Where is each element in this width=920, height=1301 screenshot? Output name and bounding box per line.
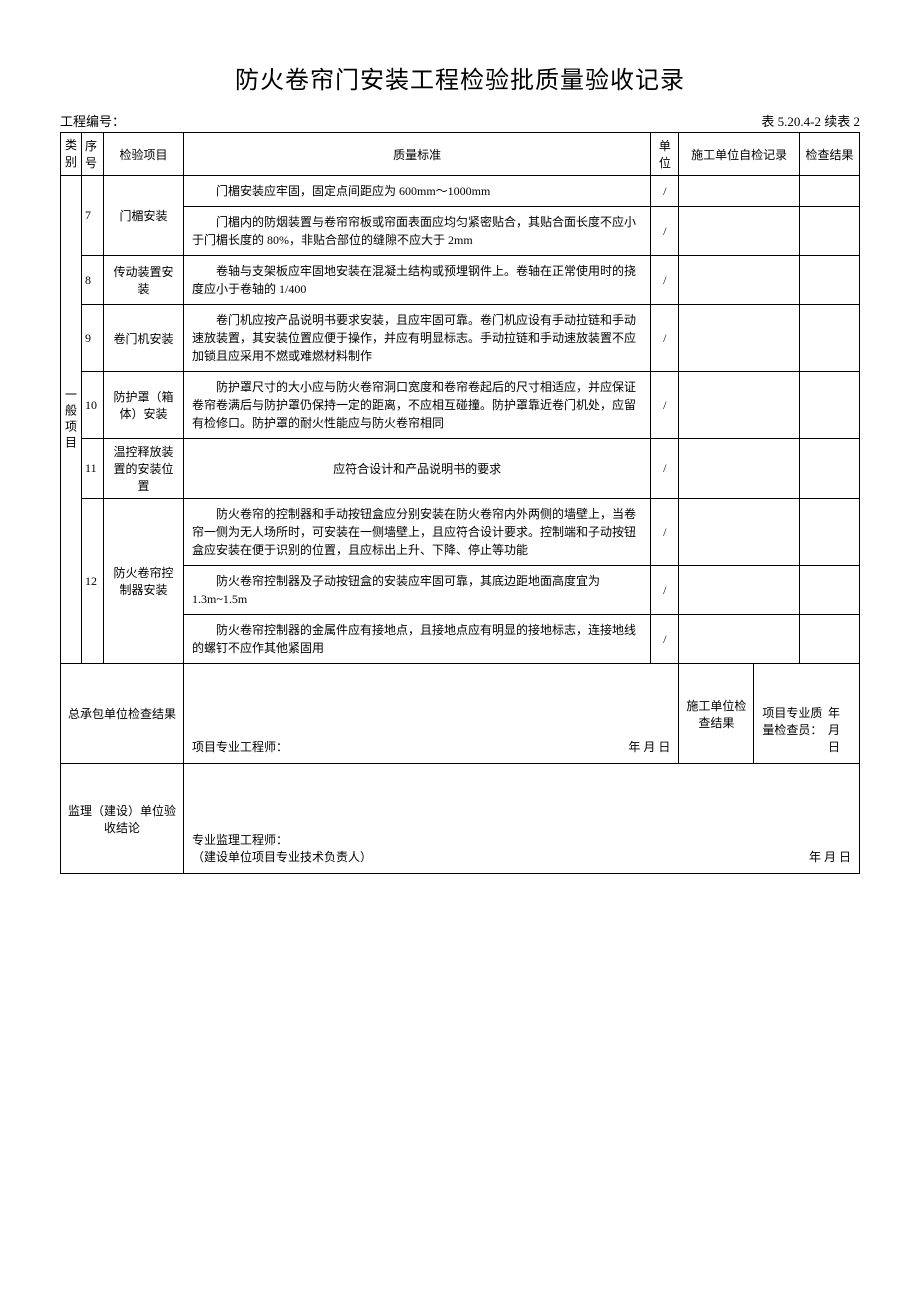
supervision-sig-label2: （建设单位项目专业技术负责人） bbox=[192, 848, 372, 865]
item-cell: 温控释放装置的安装位置 bbox=[104, 439, 184, 499]
table-row: 9 卷门机安装 卷门机应按产品说明书要求安装，且应牢固可靠。卷门机应设有手动拉链… bbox=[61, 305, 860, 372]
result-cell bbox=[800, 256, 860, 305]
standard-cell: 门楣安装应牢固，固定点间距应为 600mm～1000mm bbox=[184, 176, 651, 207]
page-title: 防火卷帘门安装工程检验批质量验收记录 bbox=[60, 60, 860, 95]
result-cell bbox=[800, 439, 860, 499]
item-cell: 防护罩（箱体）安装 bbox=[104, 372, 184, 439]
standard-cell: 防护罩尺寸的大小应与防火卷帘洞口宽度和卷帘卷起后的尺寸相适应，并应保证卷帘卷满后… bbox=[184, 372, 651, 439]
item-cell: 防火卷帘控制器安装 bbox=[104, 499, 184, 664]
category-cell: 一般项目 bbox=[61, 176, 82, 664]
result-cell bbox=[800, 615, 860, 664]
table-header-row: 类别 序号 检验项目 质量标准 单位 施工单位自检记录 检查结果 bbox=[61, 133, 860, 176]
selfcheck-cell bbox=[679, 566, 800, 615]
unit-cell: / bbox=[651, 207, 679, 256]
col-category: 类别 bbox=[61, 133, 82, 176]
item-cell: 传动装置安装 bbox=[104, 256, 184, 305]
seq-cell: 12 bbox=[82, 499, 104, 664]
construction-result-label: 施工单位检查结果 bbox=[679, 664, 754, 764]
table-number-label: 表 5.20.4-2 续表 2 bbox=[761, 111, 860, 130]
selfcheck-cell bbox=[679, 256, 800, 305]
unit-cell: / bbox=[651, 256, 679, 305]
standard-cell: 应符合设计和产品说明书的要求 bbox=[184, 439, 651, 499]
supervision-sig-label: 专业监理工程师： bbox=[192, 831, 851, 848]
seq-cell: 11 bbox=[82, 439, 104, 499]
selfcheck-cell bbox=[679, 176, 800, 207]
standard-cell: 门楣内的防烟装置与卷帘帘板或帘面表面应均匀紧密贴合，其贴合面长度不应小于门楣长度… bbox=[184, 207, 651, 256]
unit-cell: / bbox=[651, 615, 679, 664]
unit-cell: / bbox=[651, 499, 679, 566]
selfcheck-cell bbox=[679, 615, 800, 664]
standard-cell: 卷轴与支架板应牢固地安装在混凝土结构或预埋钢件上。卷轴在正常使用时的挠度应小于卷… bbox=[184, 256, 651, 305]
footer-row-supervision: 监理（建设）单位验收结论 专业监理工程师： （建设单位项目专业技术负责人） 年 … bbox=[61, 764, 860, 874]
col-result: 检查结果 bbox=[800, 133, 860, 176]
contractor-result-label: 总承包单位检查结果 bbox=[61, 664, 184, 764]
result-cell bbox=[800, 566, 860, 615]
standard-cell: 卷门机应按产品说明书要求安装，且应牢固可靠。卷门机应设有手动拉链和手动速放装置，… bbox=[184, 305, 651, 372]
supervision-result-label: 监理（建设）单位验收结论 bbox=[61, 764, 184, 874]
table-row: 11 温控释放装置的安装位置 应符合设计和产品说明书的要求 / bbox=[61, 439, 860, 499]
supervision-sig-cell: 专业监理工程师： （建设单位项目专业技术负责人） 年 月 日 bbox=[184, 764, 860, 874]
result-cell bbox=[800, 305, 860, 372]
item-cell: 卷门机安装 bbox=[104, 305, 184, 372]
table-row: 12 防火卷帘控制器安装 防火卷帘的控制器和手动按钮盒应分别安装在防火卷帘内外两… bbox=[61, 499, 860, 566]
contractor-date: 年 月 日 bbox=[628, 738, 670, 755]
seq-cell: 7 bbox=[82, 176, 104, 256]
inspection-table: 类别 序号 检验项目 质量标准 单位 施工单位自检记录 检查结果 一般项目 7 … bbox=[60, 132, 860, 874]
result-cell bbox=[800, 372, 860, 439]
col-selfcheck: 施工单位自检记录 bbox=[679, 133, 800, 176]
result-cell bbox=[800, 207, 860, 256]
selfcheck-cell bbox=[679, 207, 800, 256]
selfcheck-cell bbox=[679, 305, 800, 372]
seq-cell: 8 bbox=[82, 256, 104, 305]
construction-date: 年 月 日 bbox=[828, 704, 851, 755]
footer-row-contractor: 总承包单位检查结果 项目专业工程师： 年 月 日 施工单位检查结果 项目专业质量… bbox=[61, 664, 860, 764]
contractor-sig-cell: 项目专业工程师： 年 月 日 bbox=[184, 664, 679, 764]
col-item: 检验项目 bbox=[104, 133, 184, 176]
seq-cell: 9 bbox=[82, 305, 104, 372]
construction-sig-cell: 项目专业质量检查员： 年 月 日 bbox=[754, 664, 860, 764]
seq-cell: 10 bbox=[82, 372, 104, 439]
table-row: 10 防护罩（箱体）安装 防护罩尺寸的大小应与防火卷帘洞口宽度和卷帘卷起后的尺寸… bbox=[61, 372, 860, 439]
item-cell: 门楣安装 bbox=[104, 176, 184, 256]
contractor-sig-label: 项目专业工程师： bbox=[192, 738, 288, 755]
unit-cell: / bbox=[651, 372, 679, 439]
selfcheck-cell bbox=[679, 372, 800, 439]
table-row: 一般项目 7 门楣安装 门楣安装应牢固，固定点间距应为 600mm～1000mm… bbox=[61, 176, 860, 207]
col-unit: 单位 bbox=[651, 133, 679, 176]
construction-sig-label: 项目专业质量检查员： bbox=[762, 704, 828, 755]
meta-row: 工程编号： 表 5.20.4-2 续表 2 bbox=[60, 111, 860, 130]
unit-cell: / bbox=[651, 566, 679, 615]
result-cell bbox=[800, 176, 860, 207]
table-row: 8 传动装置安装 卷轴与支架板应牢固地安装在混凝土结构或预埋钢件上。卷轴在正常使… bbox=[61, 256, 860, 305]
standard-cell: 防火卷帘控制器及子动按钮盒的安装应牢固可靠，其底边距地面高度宜为 1.3m~1.… bbox=[184, 566, 651, 615]
unit-cell: / bbox=[651, 176, 679, 207]
col-standard: 质量标准 bbox=[184, 133, 651, 176]
unit-cell: / bbox=[651, 439, 679, 499]
selfcheck-cell bbox=[679, 499, 800, 566]
standard-cell: 防火卷帘控制器的金属件应有接地点，且接地点应有明显的接地标志，连接地线的螺钉不应… bbox=[184, 615, 651, 664]
selfcheck-cell bbox=[679, 439, 800, 499]
unit-cell: / bbox=[651, 305, 679, 372]
result-cell bbox=[800, 499, 860, 566]
standard-cell: 防火卷帘的控制器和手动按钮盒应分别安装在防火卷帘内外两侧的墙壁上，当卷帘一侧为无… bbox=[184, 499, 651, 566]
col-seq: 序号 bbox=[82, 133, 104, 176]
project-number-label: 工程编号： bbox=[60, 111, 125, 130]
supervision-date: 年 月 日 bbox=[809, 848, 851, 865]
